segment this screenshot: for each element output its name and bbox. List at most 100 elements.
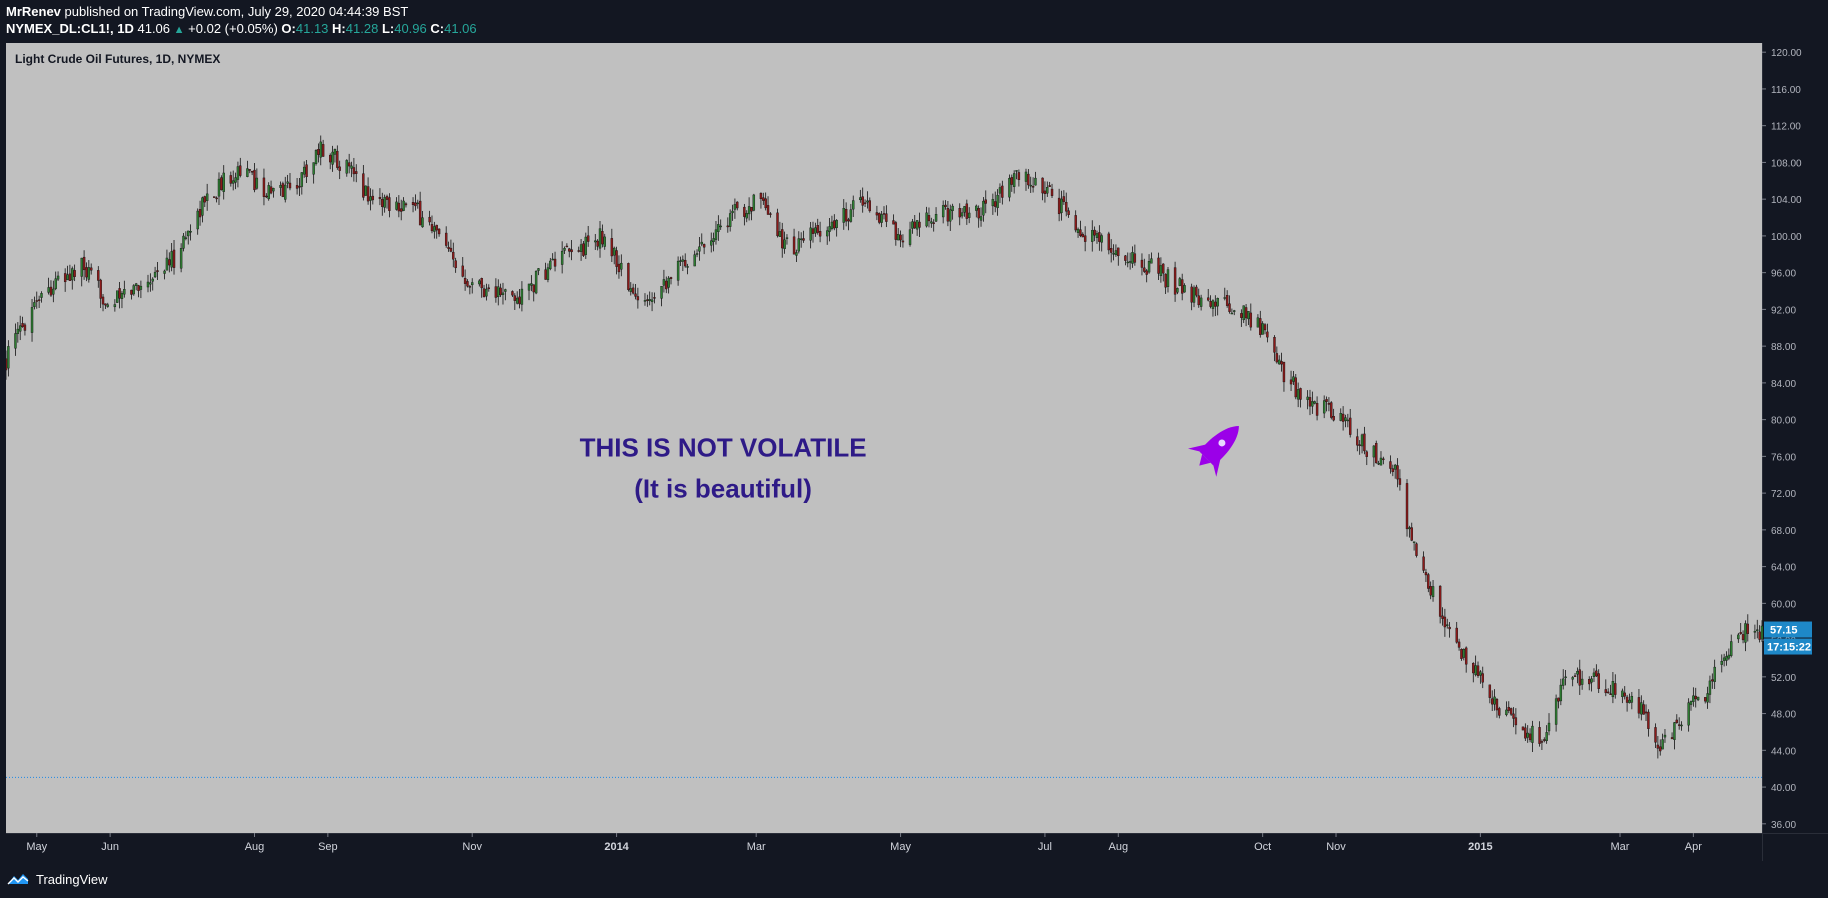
candle: [319, 135, 322, 166]
candle: [643, 293, 647, 306]
candle: [700, 233, 703, 247]
candle: [262, 168, 266, 206]
candle: [378, 188, 382, 206]
candle: [1109, 239, 1113, 263]
rocket-icon: [1187, 425, 1239, 477]
candle: [381, 192, 384, 216]
candle: [300, 172, 304, 195]
candle: [1507, 701, 1510, 714]
price-chart[interactable]: Light Crude Oil Futures, 1D, NYMEX 36.00…: [4, 43, 1828, 861]
candle: [544, 262, 547, 280]
candle: [35, 291, 38, 309]
low-label: L:: [381, 21, 395, 36]
candle: [833, 214, 836, 231]
author-name[interactable]: MrRenev: [6, 4, 61, 19]
y-tick-label: 48.00: [1771, 710, 1796, 721]
candle: [1294, 374, 1297, 400]
candle: [184, 231, 188, 241]
candle: [1280, 352, 1283, 372]
candle: [1214, 295, 1217, 317]
candle: [1107, 231, 1111, 255]
y-tick-label: 76.00: [1771, 452, 1796, 463]
candle: [594, 233, 597, 250]
candle: [1623, 686, 1626, 700]
candle: [1242, 305, 1245, 324]
candle: [14, 323, 17, 356]
candle: [1538, 721, 1541, 747]
candle: [1223, 287, 1226, 301]
candle: [728, 209, 732, 232]
candle: [1050, 183, 1054, 198]
price-axis[interactable]: [1762, 43, 1828, 833]
candle: [994, 191, 997, 213]
candle: [1043, 181, 1047, 203]
candle: [681, 255, 685, 272]
y-tick-label: 44.00: [1771, 746, 1796, 757]
candle: [120, 290, 124, 309]
candle: [1746, 614, 1750, 642]
candle: [949, 204, 952, 231]
candle: [33, 296, 36, 310]
candle: [1545, 725, 1548, 744]
footer: TradingView: [6, 868, 108, 890]
candle: [134, 282, 138, 291]
tradingview-logo-icon[interactable]: [6, 871, 30, 887]
chart-frame[interactable]: Light Crude Oil Futures, 1D, NYMEX 36.00…: [4, 43, 1828, 861]
candle: [418, 191, 422, 226]
candle: [101, 294, 105, 312]
candle: [1637, 688, 1641, 719]
candle: [1644, 704, 1648, 722]
y-tick-label: 36.00: [1771, 820, 1796, 831]
candle: [1344, 414, 1347, 428]
candle: [1753, 624, 1757, 640]
candle: [1017, 169, 1021, 187]
candle: [347, 153, 351, 174]
candle: [1029, 176, 1032, 193]
x-tick-label: Sep: [318, 841, 338, 853]
candle: [762, 192, 765, 205]
candle: [925, 206, 928, 228]
candle: [778, 221, 782, 237]
time-axis[interactable]: [6, 833, 1762, 861]
candle: [239, 157, 242, 178]
candle: [480, 277, 483, 298]
last-price-badge: [1764, 621, 1812, 638]
candle: [89, 263, 93, 275]
candle: [168, 252, 171, 273]
candle: [1429, 581, 1432, 600]
x-tick-label: Mar: [747, 841, 766, 853]
candle: [1081, 232, 1084, 238]
candle: [428, 210, 431, 226]
candle: [1756, 619, 1759, 639]
candle: [402, 197, 405, 212]
candle: [172, 240, 176, 275]
candle: [1580, 670, 1584, 690]
candle: [665, 276, 668, 294]
candle: [1012, 170, 1016, 194]
candle: [911, 218, 914, 234]
candle: [908, 221, 912, 247]
candle: [153, 266, 157, 279]
candle: [759, 192, 763, 209]
candle: [1647, 709, 1650, 737]
candle: [1543, 737, 1546, 743]
candle: [799, 232, 803, 248]
candle: [1261, 321, 1264, 335]
candle: [518, 289, 521, 309]
footer-brand[interactable]: TradingView: [36, 871, 108, 887]
candle: [461, 257, 464, 278]
candle: [1315, 396, 1319, 421]
candle: [582, 240, 585, 257]
candle: [130, 289, 133, 300]
candle: [875, 205, 879, 221]
last-price-badge-text: 57.15: [1770, 625, 1798, 637]
y-tick-label: 84.00: [1771, 379, 1796, 390]
candle: [1398, 469, 1402, 491]
candle: [1095, 230, 1099, 244]
candle: [1509, 707, 1513, 716]
candle: [182, 233, 185, 252]
candle: [629, 282, 632, 296]
candle: [809, 221, 812, 249]
candle: [901, 234, 905, 248]
candle: [797, 231, 801, 254]
